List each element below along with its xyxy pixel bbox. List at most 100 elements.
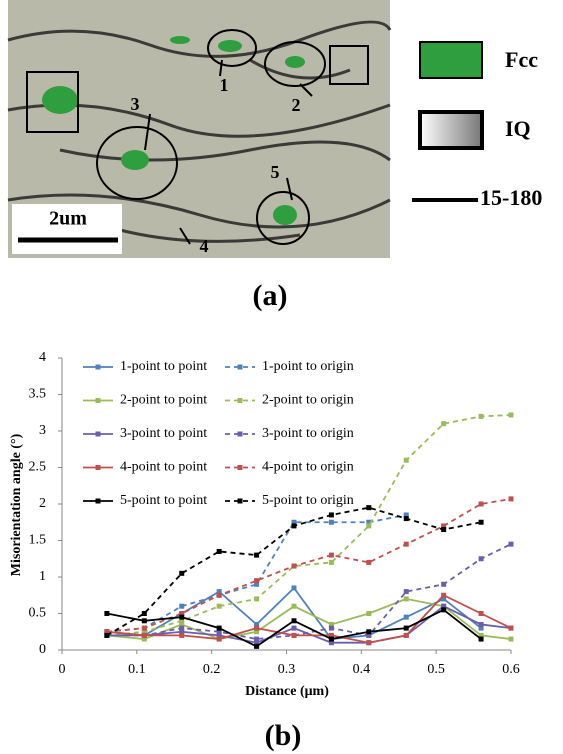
legend-label: 1-point to point: [120, 359, 207, 374]
marker: [141, 636, 147, 642]
marker: [441, 527, 447, 533]
marker: [403, 589, 409, 595]
marker: [366, 523, 372, 529]
marker: [478, 625, 484, 631]
marker: [216, 603, 222, 609]
marker: [403, 614, 409, 620]
marker: [508, 625, 514, 631]
legend-marker: [237, 364, 243, 370]
marker: [179, 618, 185, 624]
legend-marker: [237, 398, 243, 403]
region-label: 5: [271, 162, 280, 182]
marker: [291, 625, 297, 631]
marker: [478, 413, 484, 419]
marker: [104, 629, 110, 635]
marker: [478, 621, 484, 627]
legend-marker: [95, 398, 101, 403]
region-label: 3: [131, 94, 140, 114]
annotations: [26, 29, 369, 245]
marker: [441, 607, 447, 613]
marker: [478, 636, 484, 642]
x-tick-label: 0.5: [427, 662, 445, 677]
marker: [104, 611, 110, 616]
series-line: [106, 597, 512, 640]
marker: [254, 625, 260, 631]
y-tick-label: 2.5: [29, 460, 47, 475]
legend-label: 4-point to point: [120, 460, 207, 475]
marker: [328, 625, 334, 631]
series-line: [106, 594, 512, 644]
legend-label: 4-point to origin: [262, 460, 354, 475]
region-label: 4: [200, 236, 209, 256]
marker: [216, 632, 222, 638]
x-tick-label: 0.2: [203, 662, 221, 677]
legend-label: Fcc: [505, 47, 538, 72]
marker: [328, 552, 334, 558]
y-tick-label: 1: [39, 569, 46, 584]
y-tick-label: 2: [39, 496, 46, 511]
caption: (a): [253, 279, 288, 312]
legend-label: 2-point to point: [120, 393, 207, 408]
marker: [508, 541, 514, 547]
marker: [254, 621, 260, 627]
marker: [366, 611, 372, 616]
marker: [254, 552, 260, 558]
legend-marker: [95, 431, 101, 437]
marker: [328, 559, 334, 565]
marker: [441, 596, 447, 602]
marker: [254, 629, 260, 635]
marker: [366, 640, 372, 646]
marker: [179, 629, 185, 635]
marker: [104, 632, 110, 638]
y-tick-label: 4: [39, 350, 46, 365]
region-label: 2: [292, 95, 301, 115]
scale-box: [12, 204, 122, 254]
marker: [403, 596, 409, 602]
x-tick-label: 0.4: [353, 662, 371, 677]
legend-swatch: [419, 41, 483, 79]
marker: [179, 611, 185, 616]
legend-label: 2-point to origin: [262, 393, 354, 408]
marker: [254, 578, 260, 584]
marker: [216, 589, 222, 595]
x-tick-label: 0.6: [502, 662, 520, 677]
marker: [403, 632, 409, 638]
marker: [291, 585, 297, 591]
legend-marker: [95, 364, 101, 370]
marker: [179, 603, 185, 609]
scale-label: 2um: [49, 208, 87, 230]
marker: [366, 559, 372, 565]
legend-marker: [95, 465, 101, 470]
marker: [403, 512, 409, 518]
region-label: 1: [220, 75, 229, 95]
marker: [179, 621, 185, 627]
marker: [478, 556, 484, 562]
marker: [254, 596, 260, 602]
marker: [508, 496, 514, 502]
marker: [441, 523, 447, 529]
fcc-regions: [42, 36, 305, 225]
marker: [328, 640, 334, 646]
legend-label: 15-180: [480, 185, 542, 210]
marker: [478, 501, 484, 507]
marker: [254, 643, 260, 649]
series-line: [106, 514, 407, 633]
marker: [216, 636, 222, 642]
series-line: [106, 414, 512, 637]
legend-label: 3-point to origin: [262, 426, 354, 441]
marker: [441, 592, 447, 598]
marker: [216, 548, 222, 554]
marker: [366, 505, 372, 511]
x-axis-title: Distance (μm): [245, 684, 329, 699]
marker: [291, 563, 297, 569]
marker: [328, 512, 334, 518]
legend-label: 3-point to point: [120, 426, 207, 441]
series-line: [106, 543, 512, 640]
legend-marker: [95, 498, 101, 504]
legend-marker: [237, 431, 243, 437]
legend-label: 1-point to origin: [262, 359, 354, 374]
marker: [291, 632, 297, 638]
marker: [478, 611, 484, 616]
y-tick-label: 1.5: [29, 533, 47, 548]
marker: [508, 636, 514, 642]
